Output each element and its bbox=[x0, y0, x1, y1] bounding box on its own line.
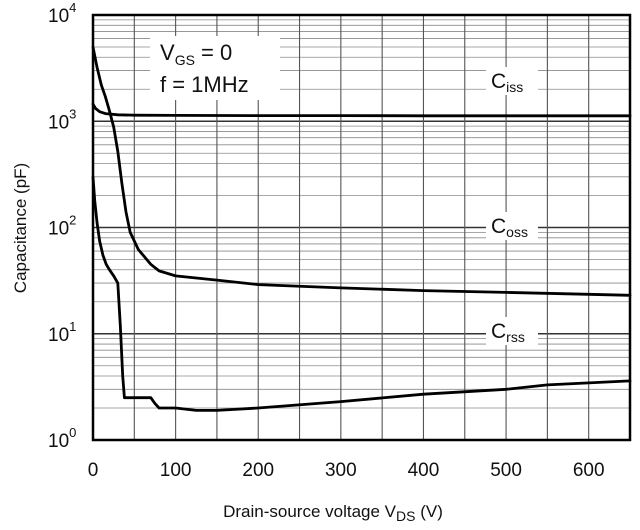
y-tick-label: 102 bbox=[48, 213, 76, 240]
y-tick-label: 104 bbox=[48, 0, 76, 27]
series-line-rss bbox=[91, 175, 632, 412]
x-tick-label: 400 bbox=[408, 460, 440, 481]
curve-label: Crss bbox=[491, 320, 525, 345]
series-layer bbox=[91, 45, 632, 412]
curve-label-background bbox=[486, 317, 538, 345]
conditions-background bbox=[150, 36, 280, 100]
y-tick-label: 100 bbox=[48, 425, 76, 452]
x-tick-label: 0 bbox=[88, 460, 99, 481]
x-tick-label: 200 bbox=[242, 460, 274, 481]
y-axis-title: Capacitance (pF) bbox=[11, 163, 30, 293]
x-tick-label: 500 bbox=[490, 460, 522, 481]
curve-label: Coss bbox=[491, 215, 528, 240]
condition-text: f = 1MHz bbox=[160, 72, 249, 97]
x-tick-label: 600 bbox=[573, 460, 605, 481]
plot-border bbox=[91, 13, 632, 442]
y-tick-label: 101 bbox=[48, 319, 76, 346]
curve-label: Ciss bbox=[491, 70, 523, 95]
x-tick-label: 100 bbox=[160, 460, 192, 481]
tick-labels: 0 100 200 300 400 500 600 100 101 102 103 104 bbox=[48, 0, 605, 481]
x-axis-title: Drain-source voltage VDS (V) bbox=[223, 502, 443, 524]
series-line-oss bbox=[91, 45, 632, 297]
curve-label-background bbox=[486, 212, 538, 240]
series-line-iss bbox=[91, 102, 632, 118]
annotations: VGS = 0 f = 1MHz Ciss Coss Crss bbox=[160, 40, 528, 345]
grid-lines bbox=[93, 14, 630, 441]
x-tick-label: 300 bbox=[325, 460, 357, 481]
y-tick-label: 103 bbox=[48, 106, 76, 133]
plot-frame bbox=[91, 13, 632, 442]
curve-label-background bbox=[486, 67, 538, 95]
condition-text: VGS = 0 bbox=[160, 40, 232, 68]
